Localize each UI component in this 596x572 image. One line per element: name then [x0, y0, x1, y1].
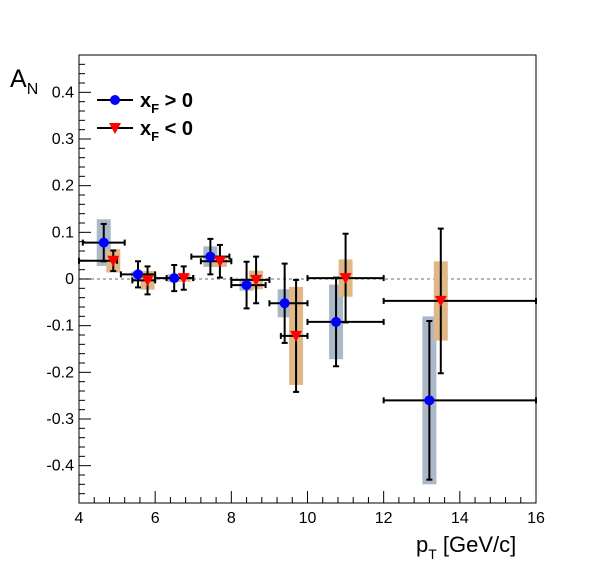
data-point-circle	[331, 316, 342, 327]
x-tick-label: 8	[227, 510, 236, 527]
y-tick-label: -0.1	[46, 318, 74, 335]
data-point-triangle	[434, 295, 447, 307]
data-point-triangle	[339, 273, 352, 285]
x-tick-label: 4	[75, 510, 84, 527]
legend-label-xf-positive: xF > 0	[140, 90, 193, 116]
x-tick-label: 14	[451, 510, 469, 527]
data-point-circle	[133, 269, 144, 280]
legend-circle-marker	[110, 95, 120, 105]
error-bars	[78, 222, 537, 481]
data-point-circle	[279, 298, 290, 309]
x-tick-label: 6	[151, 510, 160, 527]
x-tick-label: 10	[299, 510, 317, 527]
y-tick-label: 0.1	[52, 224, 74, 241]
legend-entry-xf-positive: xF > 0	[97, 90, 193, 116]
data-point-triangle	[177, 273, 190, 285]
y-tick-label: 0	[65, 271, 74, 288]
legend-label-xf-negative: xF < 0	[140, 118, 193, 144]
axis-ticks	[78, 54, 537, 504]
data-point-circle	[424, 395, 435, 406]
legend: xF > 0 xF < 0	[97, 90, 193, 144]
y-tick-label: 0.2	[52, 178, 74, 195]
x-tick-label: 12	[375, 510, 393, 527]
data-point-triangle	[107, 255, 120, 267]
y-tick-label: 0.3	[52, 131, 74, 148]
legend-triangle-marker	[109, 123, 121, 134]
legend-entry-xf-negative: xF < 0	[97, 118, 193, 144]
data-point-circle	[98, 237, 109, 248]
y-tick-label: 0.4	[52, 84, 74, 101]
data-point-circle	[241, 280, 252, 291]
x-axis-title: pT [GeV/c]	[416, 532, 516, 562]
data-point-triangle	[290, 330, 303, 342]
systematic-boxes	[96, 219, 448, 485]
x-tick-label: 16	[527, 510, 545, 527]
data-point-circle	[169, 273, 180, 284]
tick-labels: 4 6 8 10 12 14 16 -0.4 -0.3 -0.2 -0.1 0 0.1 0.2 0.3 0.4	[46, 84, 545, 527]
y-axis-title: AN	[10, 65, 38, 98]
data-point-triangle	[141, 275, 154, 287]
data-markers	[98, 237, 447, 406]
y-tick-label: -0.4	[46, 458, 74, 475]
y-tick-label: -0.3	[46, 411, 74, 428]
y-tick-label: -0.2	[46, 364, 74, 381]
data-point-triangle	[250, 274, 263, 286]
data-point-triangle	[213, 256, 226, 268]
data-point-circle	[205, 251, 216, 262]
